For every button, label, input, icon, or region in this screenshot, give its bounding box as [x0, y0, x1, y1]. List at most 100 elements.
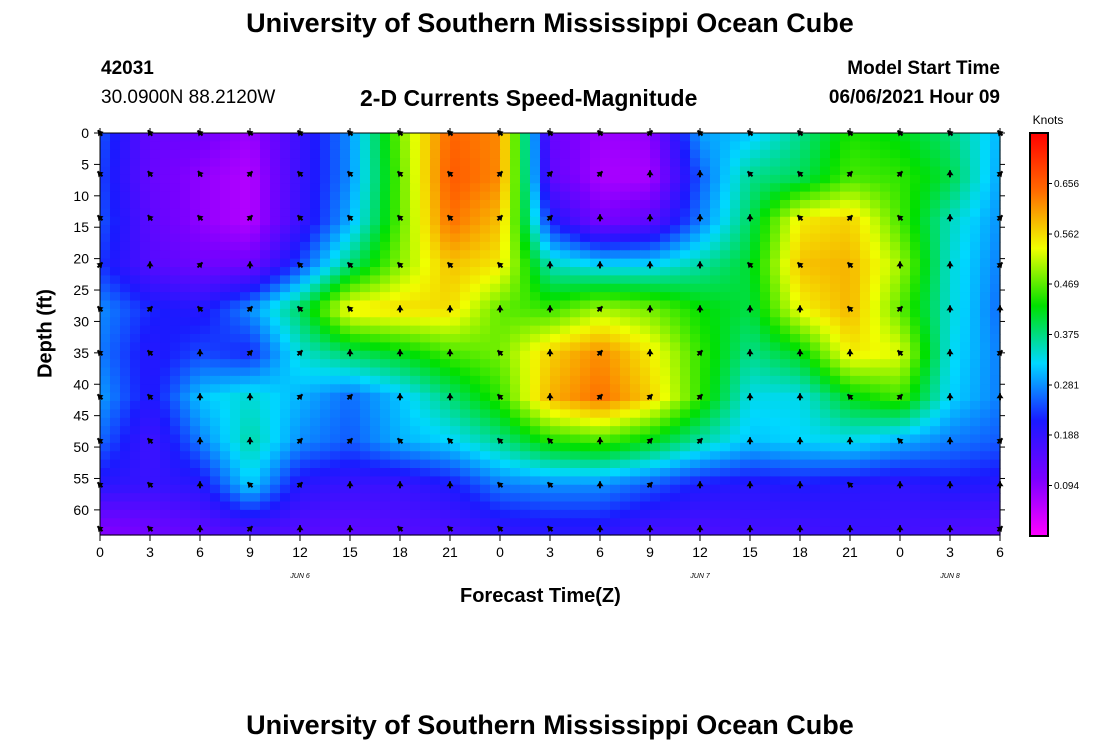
- heat-cell: [430, 300, 441, 310]
- heat-cell: [320, 258, 331, 268]
- current-arrow: [846, 393, 854, 401]
- heat-cell: [500, 459, 511, 469]
- heat-cell: [130, 476, 141, 486]
- heat-cell: [250, 518, 261, 528]
- heat-cell: [960, 476, 971, 486]
- heat-cell: [490, 375, 501, 385]
- heat-cell: [170, 442, 181, 452]
- heat-cell: [110, 434, 121, 444]
- heat-cell: [420, 484, 431, 494]
- heat-cell: [290, 401, 301, 410]
- heat-cell: [520, 241, 531, 251]
- heat-cell: [360, 409, 371, 419]
- heat-cell: [330, 308, 341, 318]
- heat-cell: [690, 300, 701, 310]
- heat-cell: [360, 300, 371, 310]
- heat-cell: [400, 258, 411, 268]
- heat-cell: [610, 292, 621, 302]
- heat-cell: [590, 384, 601, 394]
- heat-cell: [780, 409, 791, 419]
- heat-cell: [810, 166, 821, 176]
- heat-cell: [290, 158, 301, 168]
- heat-cell: [630, 317, 641, 327]
- heat-cell: [480, 325, 491, 335]
- heat-cell: [760, 526, 771, 536]
- heat-cell: [370, 283, 381, 293]
- heat-cell: [250, 526, 261, 536]
- heat-cell: [770, 275, 781, 285]
- heat-cell: [870, 166, 881, 176]
- heat-cell: [730, 174, 741, 184]
- heat-cell: [130, 484, 141, 494]
- heat-cell: [770, 459, 781, 469]
- heat-cell: [900, 141, 911, 151]
- heat-cell: [600, 375, 611, 385]
- heat-cell: [830, 200, 841, 209]
- current-arrow: [196, 305, 204, 313]
- heat-cell: [930, 518, 941, 528]
- current-arrow: [496, 393, 504, 401]
- heat-cell: [520, 484, 531, 494]
- heat-cell: [800, 233, 811, 243]
- heat-cell: [670, 275, 681, 285]
- heat-cell: [790, 174, 801, 184]
- heat-cell: [170, 451, 181, 461]
- heat-cell: [830, 342, 841, 352]
- heat-cell: [220, 267, 231, 276]
- heat-cell: [860, 509, 871, 519]
- heat-cell: [690, 526, 701, 536]
- arrow-head: [897, 215, 904, 222]
- heat-cell: [920, 426, 931, 436]
- heat-cell: [840, 451, 851, 461]
- current-arrow: [596, 170, 604, 178]
- arrow-head: [896, 394, 903, 401]
- heat-cell: [910, 426, 921, 436]
- heat-cell: [490, 426, 501, 436]
- heat-cell: [820, 133, 831, 142]
- heat-cell: [780, 225, 791, 235]
- heat-cell: [690, 493, 701, 503]
- heat-cell: [640, 459, 651, 469]
- heat-cell: [650, 149, 661, 159]
- heat-cell: [890, 476, 901, 486]
- heat-cell: [880, 317, 891, 327]
- heat-cell: [460, 191, 471, 201]
- heat-cell: [650, 191, 661, 201]
- heat-cell: [840, 409, 851, 419]
- main-title: University of Southern Mississippi Ocean…: [246, 8, 854, 38]
- heat-cell: [220, 191, 231, 201]
- heat-cell: [110, 166, 121, 176]
- heat-cell: [610, 250, 621, 260]
- heat-cell: [510, 484, 521, 494]
- heat-cell: [500, 451, 511, 461]
- heat-cell: [480, 334, 491, 343]
- heat-cell: [800, 476, 811, 486]
- heat-cell: [140, 451, 151, 461]
- heat-cell: [550, 250, 561, 260]
- heat-cell: [440, 384, 451, 394]
- heat-cell: [950, 200, 961, 209]
- heat-cell: [310, 325, 321, 335]
- heat-cell: [670, 216, 681, 226]
- heat-cell: [170, 509, 181, 519]
- heat-cell: [530, 241, 541, 251]
- heat-cell: [240, 434, 251, 444]
- heat-cell: [230, 526, 241, 536]
- heat-cell: [640, 308, 651, 318]
- heat-cell: [740, 518, 751, 528]
- heat-cell: [440, 526, 451, 536]
- heat-cell: [680, 484, 691, 494]
- heat-cell: [640, 191, 651, 201]
- heat-cell: [740, 200, 751, 209]
- heat-cell: [340, 476, 351, 486]
- heat-cell: [250, 509, 261, 519]
- heat-cell: [190, 367, 201, 377]
- arrow-head: [446, 481, 454, 487]
- heat-cell: [210, 468, 221, 477]
- heat-cell: [160, 250, 171, 260]
- heat-cell: [810, 350, 821, 360]
- heat-cell: [590, 174, 601, 184]
- heat-cell: [150, 283, 161, 293]
- heat-cell: [110, 442, 121, 452]
- heat-cell: [330, 141, 341, 151]
